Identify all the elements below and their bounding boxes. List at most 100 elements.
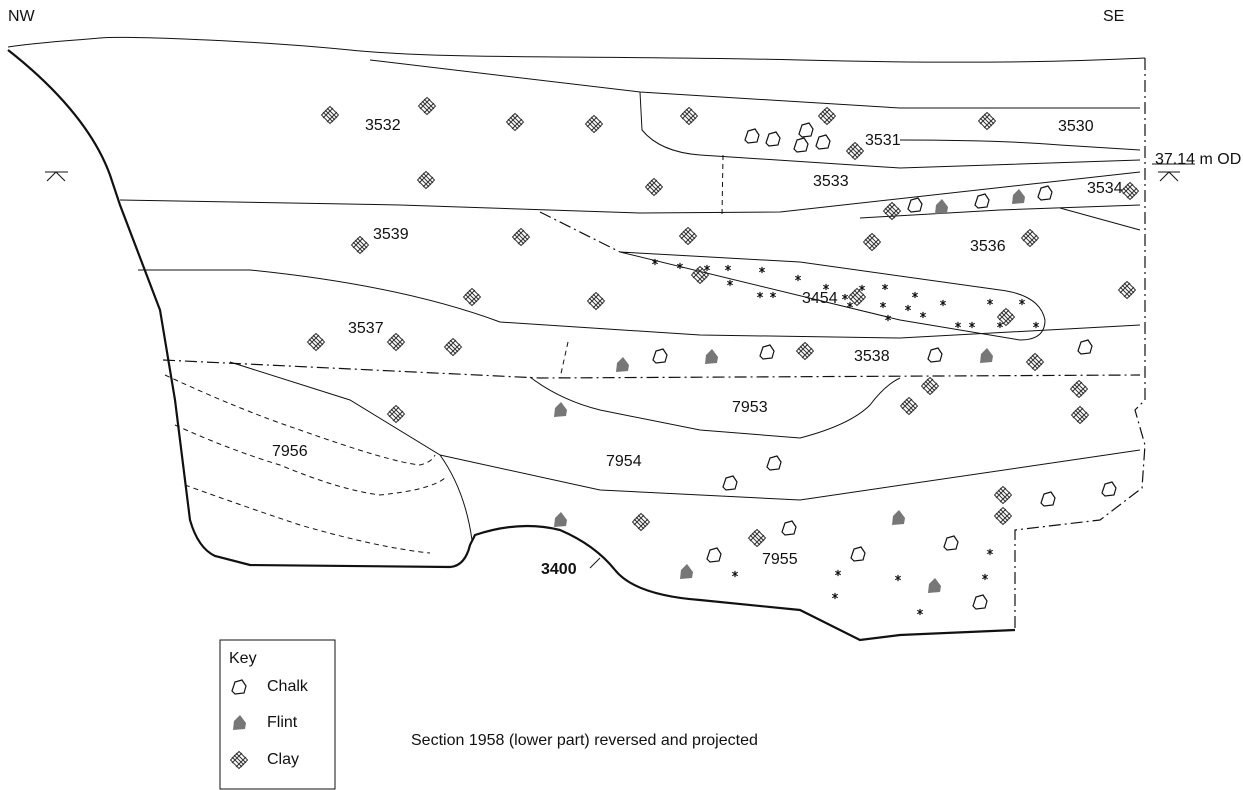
chalk-symbol: [653, 349, 667, 363]
star-symbol: [912, 292, 917, 298]
chalk-symbol: [723, 476, 737, 490]
star-symbol: [823, 284, 828, 290]
clay-symbol: [979, 113, 996, 130]
chalk-symbol: [1102, 482, 1116, 496]
star-symbol: [732, 571, 737, 577]
star-symbol: [920, 312, 925, 318]
clay-symbol: [1119, 282, 1136, 299]
layer-label: 3533: [813, 173, 849, 190]
star-symbol: [704, 265, 709, 271]
chalk-symbol: [766, 132, 780, 146]
key-label: Chalk: [267, 678, 309, 695]
clay-symbol: [646, 179, 663, 196]
layer-label: 7955: [762, 551, 798, 568]
chalk-symbol: [973, 595, 987, 609]
clay-symbol: [681, 108, 698, 125]
clay-symbol: [586, 116, 603, 133]
star-symbol: [1019, 299, 1024, 305]
flint-symbol: [554, 512, 567, 527]
chalk-symbol: [782, 521, 796, 535]
layer-label: 3537: [348, 320, 384, 337]
clay-symbol: [995, 487, 1012, 504]
clay-symbol: [1072, 407, 1089, 424]
star-symbol: [982, 574, 987, 580]
cut-label: 3400: [541, 561, 577, 578]
key-title: Key: [229, 650, 257, 667]
chalk-symbol: [816, 135, 830, 149]
flint-symbol: [980, 348, 993, 363]
layer-label: 7956: [272, 443, 308, 460]
layer-label: 3534: [1087, 180, 1123, 197]
star-symbol: [1033, 322, 1038, 328]
clay-symbol: [995, 508, 1012, 525]
star-symbol: [882, 284, 887, 290]
flint-symbol: [616, 357, 629, 372]
flint-symbol: [1012, 189, 1025, 204]
layer-label: 3530: [1058, 118, 1094, 135]
flint-symbol: [892, 510, 905, 525]
star-symbol: [955, 322, 960, 328]
chalk-symbol: [944, 536, 958, 550]
star-symbol: [795, 275, 800, 281]
star-symbol: [905, 305, 910, 311]
star-symbol: [835, 570, 840, 576]
clay-symbol: [418, 172, 435, 189]
chalk-symbol: [1041, 492, 1055, 506]
layer-label: 3536: [970, 238, 1006, 255]
flint-symbol: [680, 564, 693, 579]
clay-symbol: [797, 343, 814, 360]
clay-symbol: [749, 530, 766, 547]
clay-symbol: [864, 234, 881, 251]
star-symbol: [770, 292, 775, 298]
star-symbol: [842, 294, 847, 300]
chalk-symbol: [745, 129, 759, 143]
clay-symbol: [1071, 381, 1088, 398]
star-symbol: [917, 609, 922, 615]
clay-symbol: [308, 334, 325, 351]
section-drawing: NW SE 37.14 m OD 3532 3531 3530 3533 353…: [0, 0, 1243, 790]
layer-label: 3454: [802, 290, 838, 307]
chalk-symbol: [767, 456, 781, 470]
flint-symbol: [705, 349, 718, 364]
key-label: Clay: [267, 751, 299, 768]
datum: 37.14 m OD: [1155, 151, 1241, 168]
layer-boundaries: [45, 60, 1195, 568]
flint-symbol: [935, 199, 948, 214]
clay-symbol: [388, 334, 405, 351]
chalk-symbol: [908, 198, 922, 212]
chalk-symbol: [851, 547, 865, 561]
clay-symbol: [464, 289, 481, 306]
chalk-symbol: [707, 548, 721, 562]
clay-symbol: [419, 98, 436, 115]
layer-label: 7953: [732, 399, 768, 416]
clay-symbol: [1022, 230, 1039, 247]
chalk-symbol: [799, 123, 813, 137]
clay-symbol: [1122, 183, 1139, 200]
key-icon: [232, 680, 246, 694]
clay-symbol: [322, 107, 339, 124]
layer-label: 3532: [365, 117, 401, 134]
star-symbol: [757, 292, 762, 298]
star-symbol: [832, 593, 837, 599]
clay-symbol: [819, 108, 836, 125]
star-symbol: [880, 302, 885, 308]
chalk-symbol: [928, 348, 942, 362]
layer-label: 3539: [373, 226, 409, 243]
clay-symbol: [901, 398, 918, 415]
caption: Section 1958 (lower part) reversed and p…: [411, 732, 758, 749]
star-symbol: [759, 267, 764, 273]
clay-symbol: [922, 378, 939, 395]
star-symbol: [895, 575, 900, 581]
orientation-right: SE: [1103, 8, 1124, 25]
key-icon: [231, 752, 248, 769]
chalk-symbol: [1078, 340, 1092, 354]
layer-label: 7954: [606, 453, 642, 470]
key-icon: [233, 715, 246, 730]
chalk-symbol: [794, 138, 808, 152]
clay-symbol: [388, 406, 405, 423]
clay-symbol: [513, 229, 530, 246]
flint-symbol: [928, 578, 941, 593]
star-symbol: [969, 322, 974, 328]
orientation-left: NW: [8, 8, 36, 25]
star-symbol: [987, 299, 992, 305]
